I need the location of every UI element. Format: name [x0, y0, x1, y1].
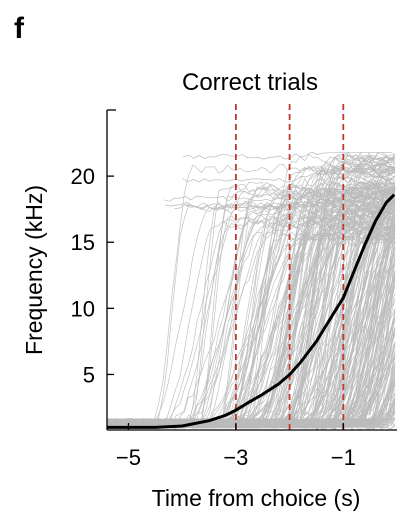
panel-letter: f	[14, 12, 25, 45]
trial-trace	[106, 398, 396, 425]
y-tick-label: 20	[71, 164, 95, 189]
trial-trace	[163, 182, 395, 202]
trial-trace	[106, 175, 396, 422]
trial-trace	[106, 163, 396, 421]
y-axis-label: Frequency (kHz)	[21, 185, 47, 355]
trial-trace	[182, 161, 393, 183]
trial-trace	[106, 186, 396, 427]
y-tick-label: 5	[83, 362, 95, 387]
trial-trace	[165, 188, 397, 208]
trial-trace	[182, 151, 393, 160]
chart-title: Correct trials	[182, 69, 318, 96]
x-tick-label: −3	[223, 445, 248, 470]
tick-labels: 5 10 15 20 −5 −3 −1	[71, 164, 356, 470]
y-tick-label: 15	[71, 230, 95, 255]
x-tick-label: −1	[331, 445, 356, 470]
x-axis-label: Time from choice (s)	[152, 485, 361, 511]
x-tick-label: −5	[116, 445, 141, 470]
y-tick-label: 10	[71, 296, 95, 321]
trial-trace	[106, 222, 396, 427]
trial-traces	[106, 151, 397, 431]
mean-trace	[107, 193, 396, 429]
mean-line	[107, 193, 396, 429]
axes	[106, 109, 397, 431]
